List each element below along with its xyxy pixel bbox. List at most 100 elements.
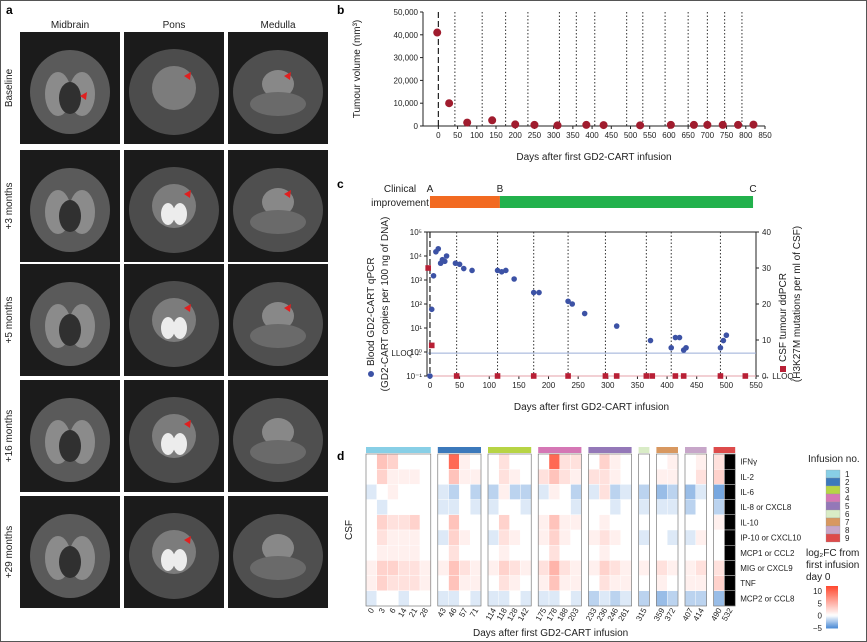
heatmap-cell	[684, 545, 697, 561]
x-axis-title: Days after first GD2-CART infusion	[473, 628, 628, 639]
heatmap-cell	[620, 453, 632, 470]
colorbar-title: day 0	[806, 572, 831, 583]
heatmap-cell	[638, 514, 650, 531]
csf-ddpcr-point	[672, 373, 679, 379]
heatmap-cell	[509, 453, 521, 470]
heatmap-cell	[656, 469, 668, 485]
heatmap-cell	[684, 484, 697, 500]
heatmap-cell	[695, 575, 707, 591]
colorbar-segment	[826, 599, 838, 602]
heatmap-cell	[437, 560, 449, 576]
x-tick-label: 0	[428, 381, 433, 390]
colorbar-segment	[826, 593, 838, 596]
day-tick-label: 6	[388, 606, 398, 615]
colorbar-segment	[826, 616, 838, 619]
x-tick-label: 300	[547, 131, 561, 140]
heatmap-cell	[588, 575, 600, 591]
heatmap-cell	[509, 575, 521, 591]
heatmap-cell	[470, 529, 482, 546]
csf-ddpcr-point	[453, 373, 460, 379]
heatmap-cell	[448, 529, 460, 546]
heatmap-cell	[487, 590, 500, 607]
cytokine-row-label: IL-2	[740, 473, 754, 482]
mri-image	[124, 380, 224, 492]
lloq-label: → LLOQ	[762, 372, 794, 381]
infusion-group-bar	[437, 447, 481, 453]
heatmap-cell	[588, 484, 600, 500]
heatmap-cell	[470, 484, 482, 500]
cytokine-row-label: IP-10 or CXCL10	[740, 534, 801, 543]
heatmap-cell	[609, 453, 622, 470]
mri-row-label: +5 months	[4, 297, 15, 344]
panel-a-letter: a	[6, 3, 13, 17]
heatmap-cell	[448, 590, 460, 607]
heatmap-cell	[609, 590, 622, 607]
heatmap-cell	[498, 545, 510, 561]
y-tick-label: 20,000	[394, 76, 419, 85]
heatmap-cell	[667, 560, 679, 576]
heatmap-cell	[470, 514, 482, 531]
heatmap-cell	[588, 453, 600, 470]
heatmap-cell	[548, 514, 561, 531]
heatmap-cell	[599, 529, 611, 546]
heatmap-cell	[538, 545, 550, 561]
heatmap-cell	[509, 469, 521, 485]
csf-ddpcr-point	[565, 373, 571, 379]
heatmap-cell	[656, 590, 668, 607]
heatmap-cell	[684, 453, 697, 470]
colorbar-segment	[826, 602, 838, 604]
colorbar-tick-label: 5	[818, 599, 823, 608]
heatmap-block-border	[437, 453, 482, 607]
heatmap-cell	[409, 590, 421, 607]
blood-qpcr-point	[469, 267, 475, 274]
colorbar-segment	[826, 613, 838, 615]
heatmap-cell	[509, 590, 521, 607]
heatmap-cell	[387, 545, 399, 561]
blood-qpcr-point	[647, 337, 654, 344]
phase-marker: A	[427, 184, 434, 195]
heatmap-cell	[656, 575, 668, 591]
colorbar-segment	[826, 615, 838, 618]
heatmap-cell	[695, 560, 707, 576]
heatmap-cell	[724, 484, 736, 500]
bright-lesion	[161, 203, 175, 225]
heatmap-cell	[376, 484, 388, 500]
heatmap-cell	[656, 545, 668, 561]
csf-ddpcr-point	[428, 342, 435, 349]
infusion-legend-swatch	[825, 525, 841, 535]
heatmap-cell	[656, 514, 668, 531]
infusion-group-bar	[713, 447, 736, 453]
infusion-legend-swatch	[825, 533, 841, 543]
heatmap-cell	[548, 590, 561, 607]
mri-row-label: Baseline	[4, 68, 15, 107]
heatmap-cell	[656, 529, 668, 546]
heatmap-cell	[656, 560, 668, 576]
pons	[152, 66, 196, 110]
heatmap-cell	[459, 499, 471, 516]
csf-ddpcr-point	[602, 373, 609, 379]
heatmap-cell	[713, 560, 725, 576]
csf-ddpcr-point	[649, 373, 656, 379]
heatmap-cell	[667, 529, 679, 546]
brainstem	[59, 430, 81, 462]
colorbar-segment	[826, 603, 838, 606]
y-left-tick-label: 10⁻¹	[406, 372, 422, 381]
heatmap-cell	[724, 545, 736, 561]
colorbar-title: first infusion	[806, 560, 859, 571]
heatmap-cell	[538, 469, 550, 485]
blood-qpcr-point	[460, 265, 467, 272]
heatmap-cell	[724, 590, 736, 607]
heatmap-cell	[459, 484, 471, 500]
heatmap-cell	[398, 499, 410, 516]
heatmap-cell	[684, 529, 697, 546]
infusion-group-bar	[488, 447, 532, 453]
heatmap-cell	[487, 560, 500, 576]
x-tick-label: 150	[512, 381, 526, 390]
heatmap-cell	[588, 529, 600, 546]
heatmap-cell	[638, 529, 650, 546]
x-tick-label: 200	[542, 381, 556, 390]
csf-ddpcr-point	[530, 373, 537, 379]
y-right-tick-label: 20	[762, 300, 771, 309]
heatmap-cell	[620, 499, 632, 516]
heatmap-cell	[487, 514, 500, 531]
